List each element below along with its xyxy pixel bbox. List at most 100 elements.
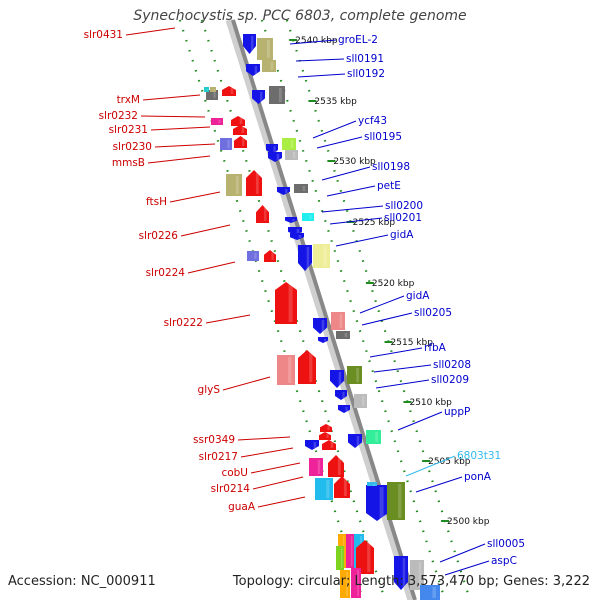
right-gene-label: sll0191 xyxy=(346,53,384,65)
gene-box xyxy=(420,585,440,600)
gene-box xyxy=(226,174,242,196)
gene-highlight xyxy=(213,92,216,98)
gene-highlight xyxy=(343,478,347,496)
left-gene-label: slr0226 xyxy=(139,230,179,242)
gene-block xyxy=(336,546,344,570)
gene-block xyxy=(285,217,297,223)
gene-block xyxy=(302,213,314,221)
accession-text: Accession: NC_000911 xyxy=(8,574,156,589)
left-gene-label: guaA xyxy=(228,501,256,513)
gene-highlight xyxy=(323,246,327,266)
left-gene-leader xyxy=(237,436,291,441)
gene-box xyxy=(354,394,367,408)
gene-block xyxy=(277,355,295,385)
right-gene-label: sll0209 xyxy=(431,374,469,386)
gene-highlight xyxy=(235,176,239,194)
gene-block xyxy=(305,440,319,450)
left-gene-leader xyxy=(142,94,201,101)
gene-arrow-down xyxy=(318,337,328,343)
right-gene-label: uppP xyxy=(444,406,470,418)
gene-arrow-down xyxy=(243,34,256,54)
gene-highlight xyxy=(270,62,274,70)
right-gene-label: sll0195 xyxy=(364,131,402,143)
left-gene-label: mmsB xyxy=(112,157,145,169)
gene-arrow-up xyxy=(264,250,276,262)
gene-block xyxy=(285,150,298,160)
gene-block xyxy=(315,478,333,500)
gene-box xyxy=(210,87,216,92)
gene-highlight xyxy=(302,186,306,191)
gene-box xyxy=(366,430,381,444)
gene-block xyxy=(275,282,297,324)
gene-box xyxy=(206,90,218,100)
gene-arrow-down xyxy=(305,440,319,450)
gene-block xyxy=(351,568,361,598)
gene-arrow-up xyxy=(233,125,247,135)
gene-block xyxy=(264,250,276,262)
right-gene-label: aspC xyxy=(491,555,517,567)
gene-arrow-up xyxy=(328,455,344,477)
right-gene-leader xyxy=(321,205,384,213)
gene-highlight xyxy=(207,89,208,91)
gene-block xyxy=(328,455,344,477)
gene-highlight xyxy=(273,146,276,152)
gene-box xyxy=(211,118,223,125)
gene-block xyxy=(247,251,259,261)
right-gene-leader xyxy=(316,136,363,149)
gene-box xyxy=(262,60,276,72)
right-gene-leader xyxy=(369,347,423,358)
gene-highlight xyxy=(362,396,365,406)
gene-block xyxy=(266,144,278,154)
gene-box xyxy=(247,251,259,261)
gene-box xyxy=(309,458,323,476)
gene-highlight xyxy=(344,333,348,337)
gene-block xyxy=(220,138,232,150)
left-gene-label: slr0224 xyxy=(146,267,186,279)
gene-block xyxy=(206,90,218,100)
gene-block xyxy=(356,540,374,574)
gene-block xyxy=(354,394,367,408)
left-ruler-track xyxy=(178,19,365,600)
gene-arrow-down xyxy=(348,434,362,448)
gene-highlight xyxy=(418,562,422,588)
gene-block xyxy=(347,366,362,384)
gene-block xyxy=(330,370,344,388)
left-gene-label: ftsH xyxy=(146,196,167,208)
gene-block xyxy=(367,482,377,486)
right-gene-leader xyxy=(373,364,432,373)
right-gene-leader xyxy=(439,543,486,563)
scale-label: 2510 kbp xyxy=(409,398,452,408)
gene-highlight xyxy=(288,284,293,322)
topology-text: Topology: circular; Length: 3,573,470 bp… xyxy=(232,574,590,589)
gene-highlight xyxy=(292,219,295,221)
gene-box xyxy=(302,213,314,221)
gene-highlight xyxy=(293,152,296,158)
gene-arrow-down xyxy=(246,64,260,76)
gene-block xyxy=(387,482,405,520)
gene-highlight xyxy=(342,392,345,398)
gene-block xyxy=(313,318,327,334)
gene-block xyxy=(262,60,276,72)
right-gene-leader xyxy=(329,217,383,225)
scale-label: 2505 kbp xyxy=(428,457,471,467)
gene-arrow-up xyxy=(334,476,350,498)
gene-arrow-down xyxy=(285,217,297,223)
gene-highlight xyxy=(326,434,329,438)
gene-highlight xyxy=(432,587,436,598)
gene-highlight xyxy=(398,484,402,518)
gene-box xyxy=(285,150,298,160)
gene-box xyxy=(315,478,333,500)
right-gene-label: gidA xyxy=(406,290,430,302)
scale-label: 2500 kbp xyxy=(447,517,490,527)
left-gene-label: slr0217 xyxy=(199,451,238,463)
left-gene-label: cobU xyxy=(221,467,248,479)
gene-block xyxy=(282,138,296,150)
gene-arrow-down xyxy=(298,245,312,271)
gene-block xyxy=(410,560,424,590)
right-gene-label: sll0192 xyxy=(347,68,385,80)
gene-arrow-down xyxy=(394,556,408,590)
gene-box xyxy=(257,38,273,60)
gene-highlight xyxy=(356,436,360,446)
gene-block xyxy=(298,245,312,271)
gene-highlight xyxy=(350,536,353,566)
